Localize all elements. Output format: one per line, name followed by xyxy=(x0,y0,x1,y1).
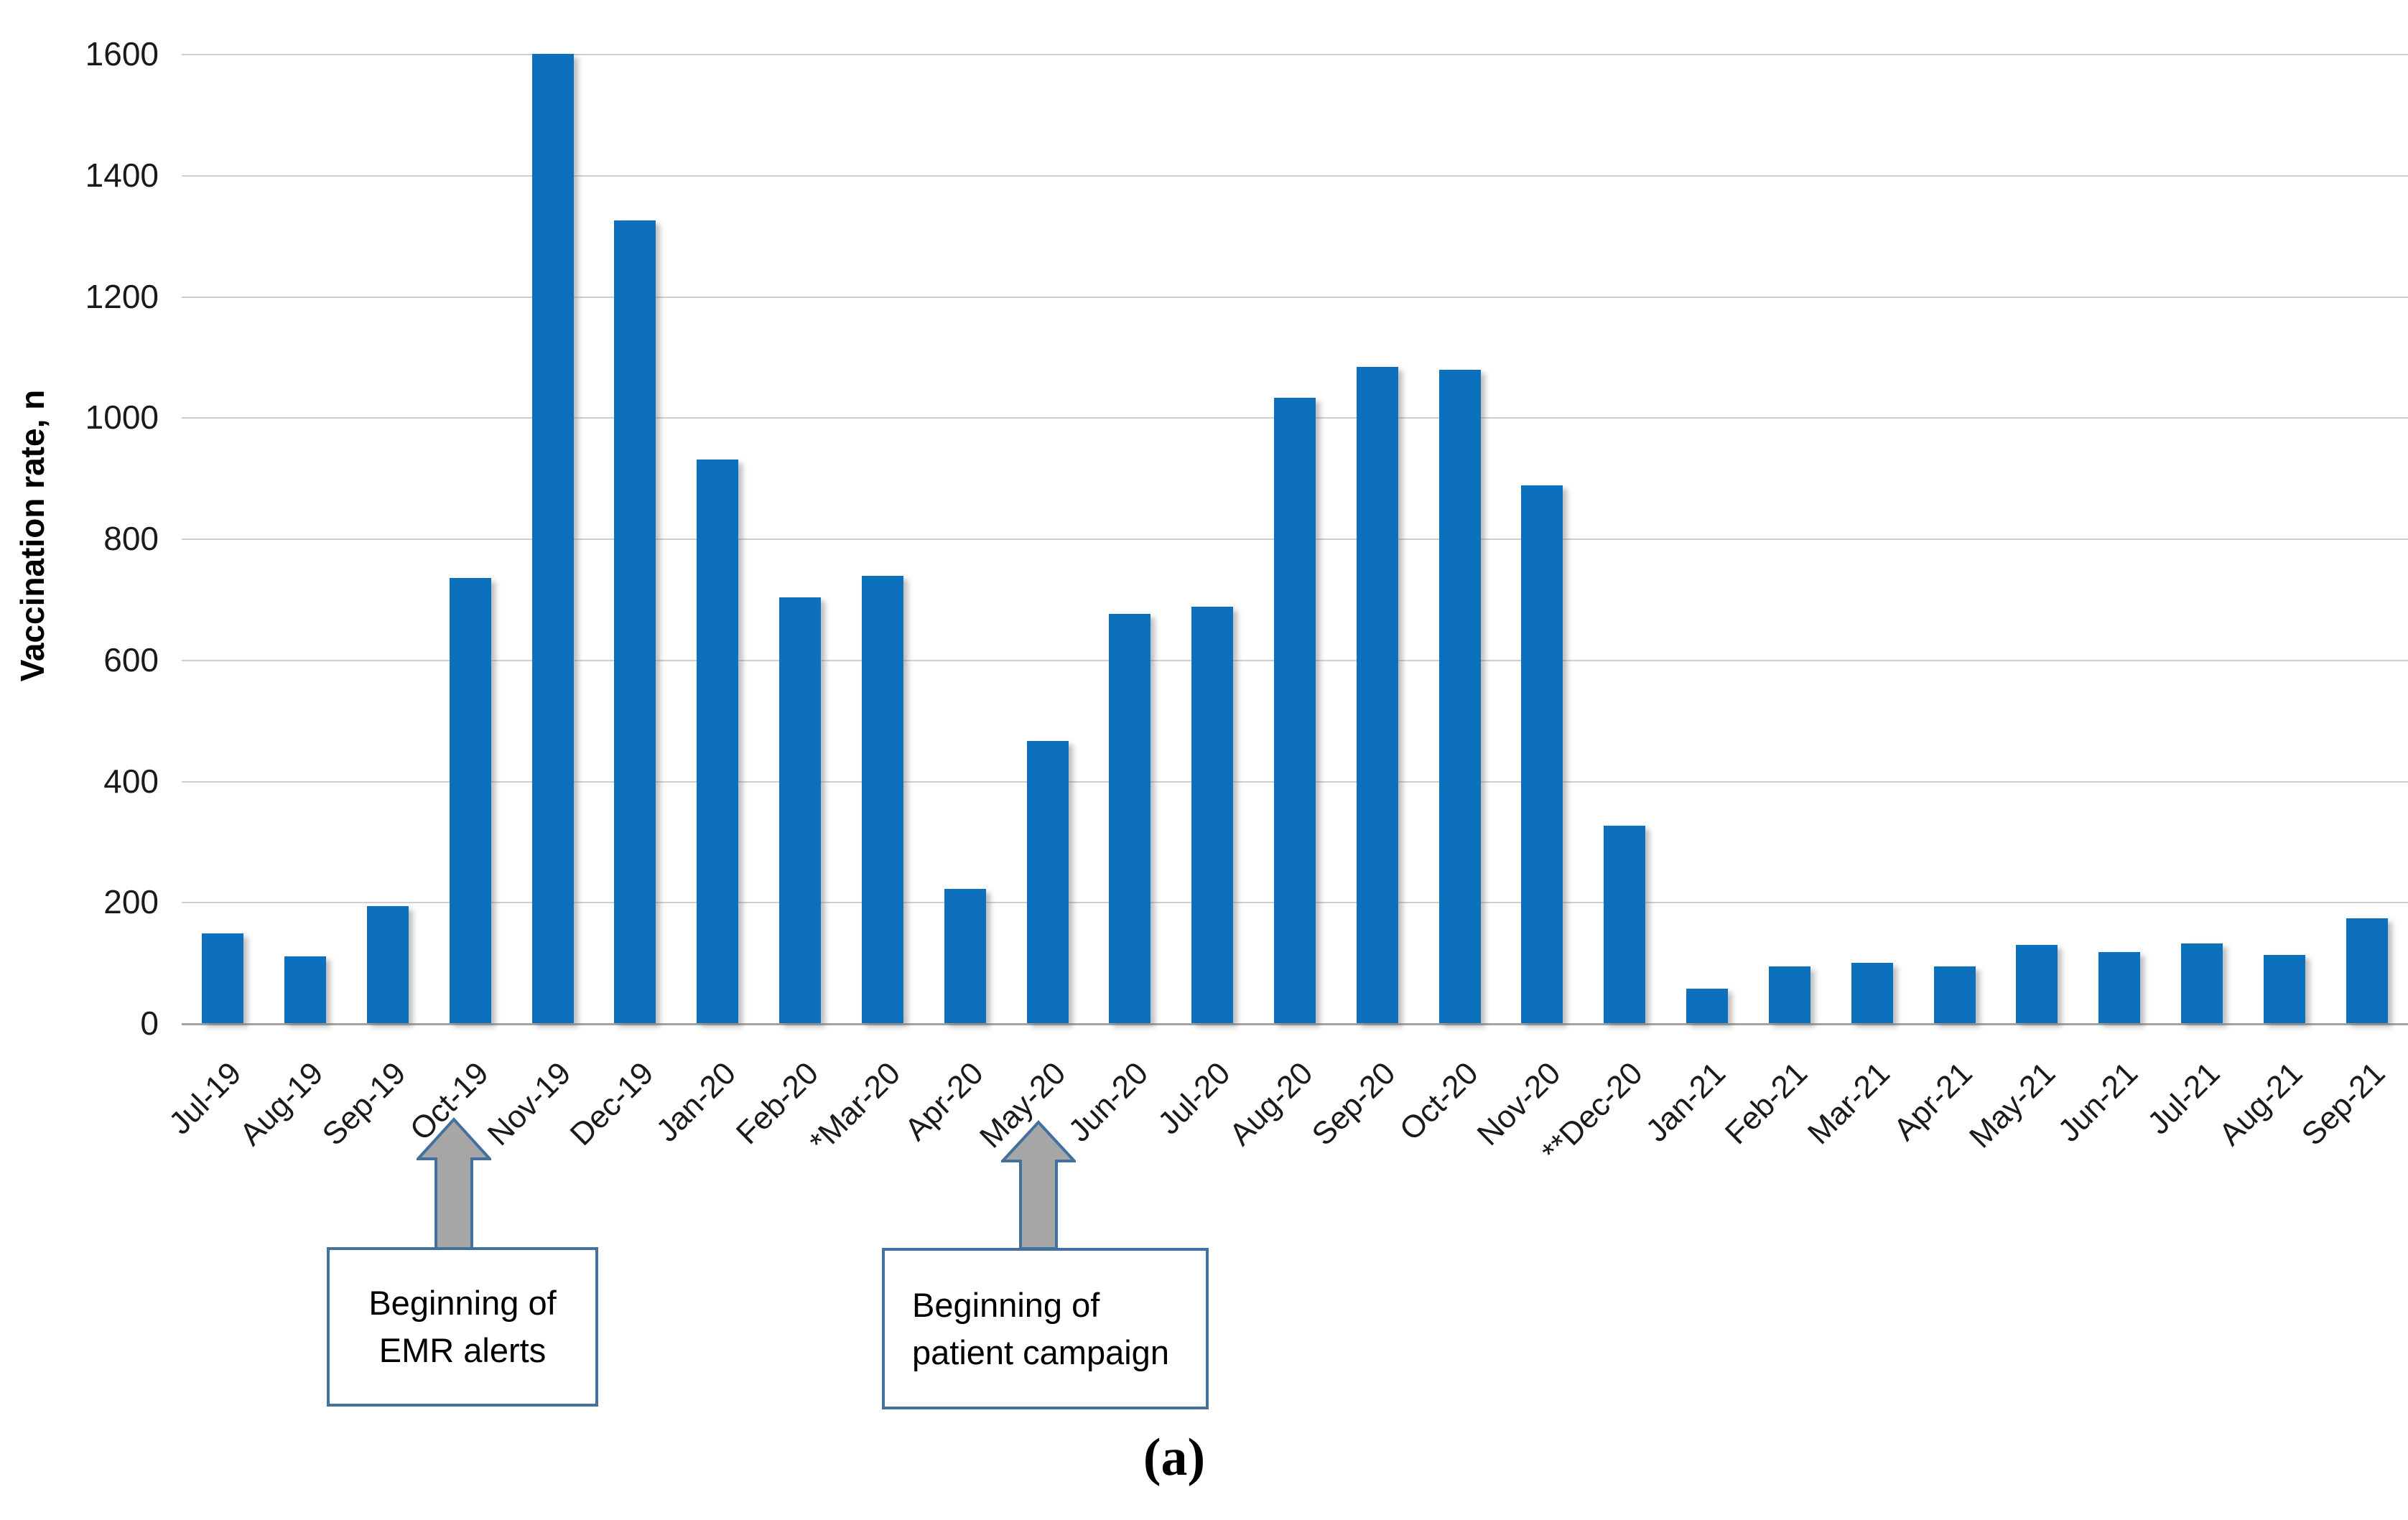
y-tick-label: 1400 xyxy=(85,156,159,194)
bar-Jan-21 xyxy=(1686,988,1729,1023)
plot-area: 0 200 400 600 800 1000 1200 1400 1600 Jul-19 Aug-1… xyxy=(85,37,2408,1170)
x-tick-label: Aug-21 xyxy=(2212,1055,2310,1152)
y-tick-label: 1600 xyxy=(85,35,159,73)
bar-*Mar-20 xyxy=(861,576,903,1023)
x-tick-label: Jun-21 xyxy=(2051,1055,2144,1149)
x-tick-label: Mar-21 xyxy=(1801,1055,1897,1152)
up-arrow-icon xyxy=(417,1117,491,1250)
bar-Jun-20 xyxy=(1109,613,1151,1023)
x-tick-label: *Mar-20 xyxy=(803,1055,908,1160)
x-tick-label: Oct-20 xyxy=(1393,1055,1485,1148)
bar-Dec-19 xyxy=(614,220,656,1023)
annotation-text: Beginning of EMR alerts xyxy=(368,1284,557,1369)
y-tick-label: 400 xyxy=(103,762,159,800)
annotation-box-emr-alerts: Beginning of EMR alerts xyxy=(327,1247,598,1407)
gridline xyxy=(182,54,2408,55)
x-tick-label: Sep-19 xyxy=(315,1055,413,1152)
y-tick-label: 600 xyxy=(103,640,159,679)
gridline xyxy=(182,174,2408,177)
y-tick-label: 1000 xyxy=(85,398,159,437)
y-tick-label: 0 xyxy=(140,1004,159,1042)
bar-Feb-21 xyxy=(1768,966,1810,1023)
bar-May-21 xyxy=(2016,945,2058,1023)
bar-Jan-20 xyxy=(697,460,739,1023)
x-tick-label: Aug-20 xyxy=(1222,1055,1320,1152)
subfigure-caption: (a) xyxy=(1143,1428,1206,1487)
bar-May-20 xyxy=(1026,740,1069,1023)
y-tick-label: 200 xyxy=(103,883,159,921)
gridline xyxy=(182,296,2408,298)
bar-Jul-21 xyxy=(2180,943,2223,1023)
bar-**Dec-20 xyxy=(1604,825,1646,1023)
bar-Apr-21 xyxy=(1933,966,1976,1023)
x-tick-label: Jan-20 xyxy=(649,1055,743,1149)
y-tick-label: 800 xyxy=(103,520,159,557)
x-axis-line xyxy=(182,1023,2408,1025)
bar-Jun-21 xyxy=(2098,952,2141,1023)
bar-Mar-21 xyxy=(1851,963,1893,1023)
bar-Apr-20 xyxy=(944,888,986,1023)
x-tick-label: Dec-19 xyxy=(563,1055,661,1152)
annotation-box-patient-campaign: Beginning of patient campaign xyxy=(882,1248,1209,1409)
bar-Jul-20 xyxy=(1191,606,1234,1023)
annotation-text: Beginning of patient campaign xyxy=(912,1285,1169,1371)
up-arrow-icon xyxy=(1001,1120,1076,1250)
bar-Nov-19 xyxy=(531,54,574,1023)
bar-Nov-20 xyxy=(1521,485,1563,1023)
bar-Aug-19 xyxy=(284,956,327,1023)
x-tick-label: Feb-21 xyxy=(1719,1055,1815,1152)
x-tick-label: May-21 xyxy=(1962,1055,2062,1155)
x-tick-label: Apr-21 xyxy=(1887,1055,1980,1148)
x-tick-label: Aug-19 xyxy=(233,1055,330,1152)
x-tick-label: Jan-21 xyxy=(1638,1055,1732,1149)
bar-Sep-19 xyxy=(367,906,409,1023)
x-tick-label: Sep-20 xyxy=(1305,1055,1403,1152)
bar-Sep-20 xyxy=(1356,367,1398,1023)
bar-Oct-19 xyxy=(449,577,491,1023)
x-tick-label: Sep-21 xyxy=(2295,1055,2392,1152)
bar-Oct-20 xyxy=(1438,369,1481,1023)
bar-Aug-20 xyxy=(1274,398,1316,1023)
y-tick-label: 1200 xyxy=(85,277,159,315)
bar-Feb-20 xyxy=(779,597,822,1023)
bar-Jul-19 xyxy=(202,933,244,1023)
bar-Aug-21 xyxy=(2263,954,2305,1023)
bar-Sep-21 xyxy=(2346,918,2388,1023)
x-tick-label: Nov-19 xyxy=(480,1055,578,1152)
